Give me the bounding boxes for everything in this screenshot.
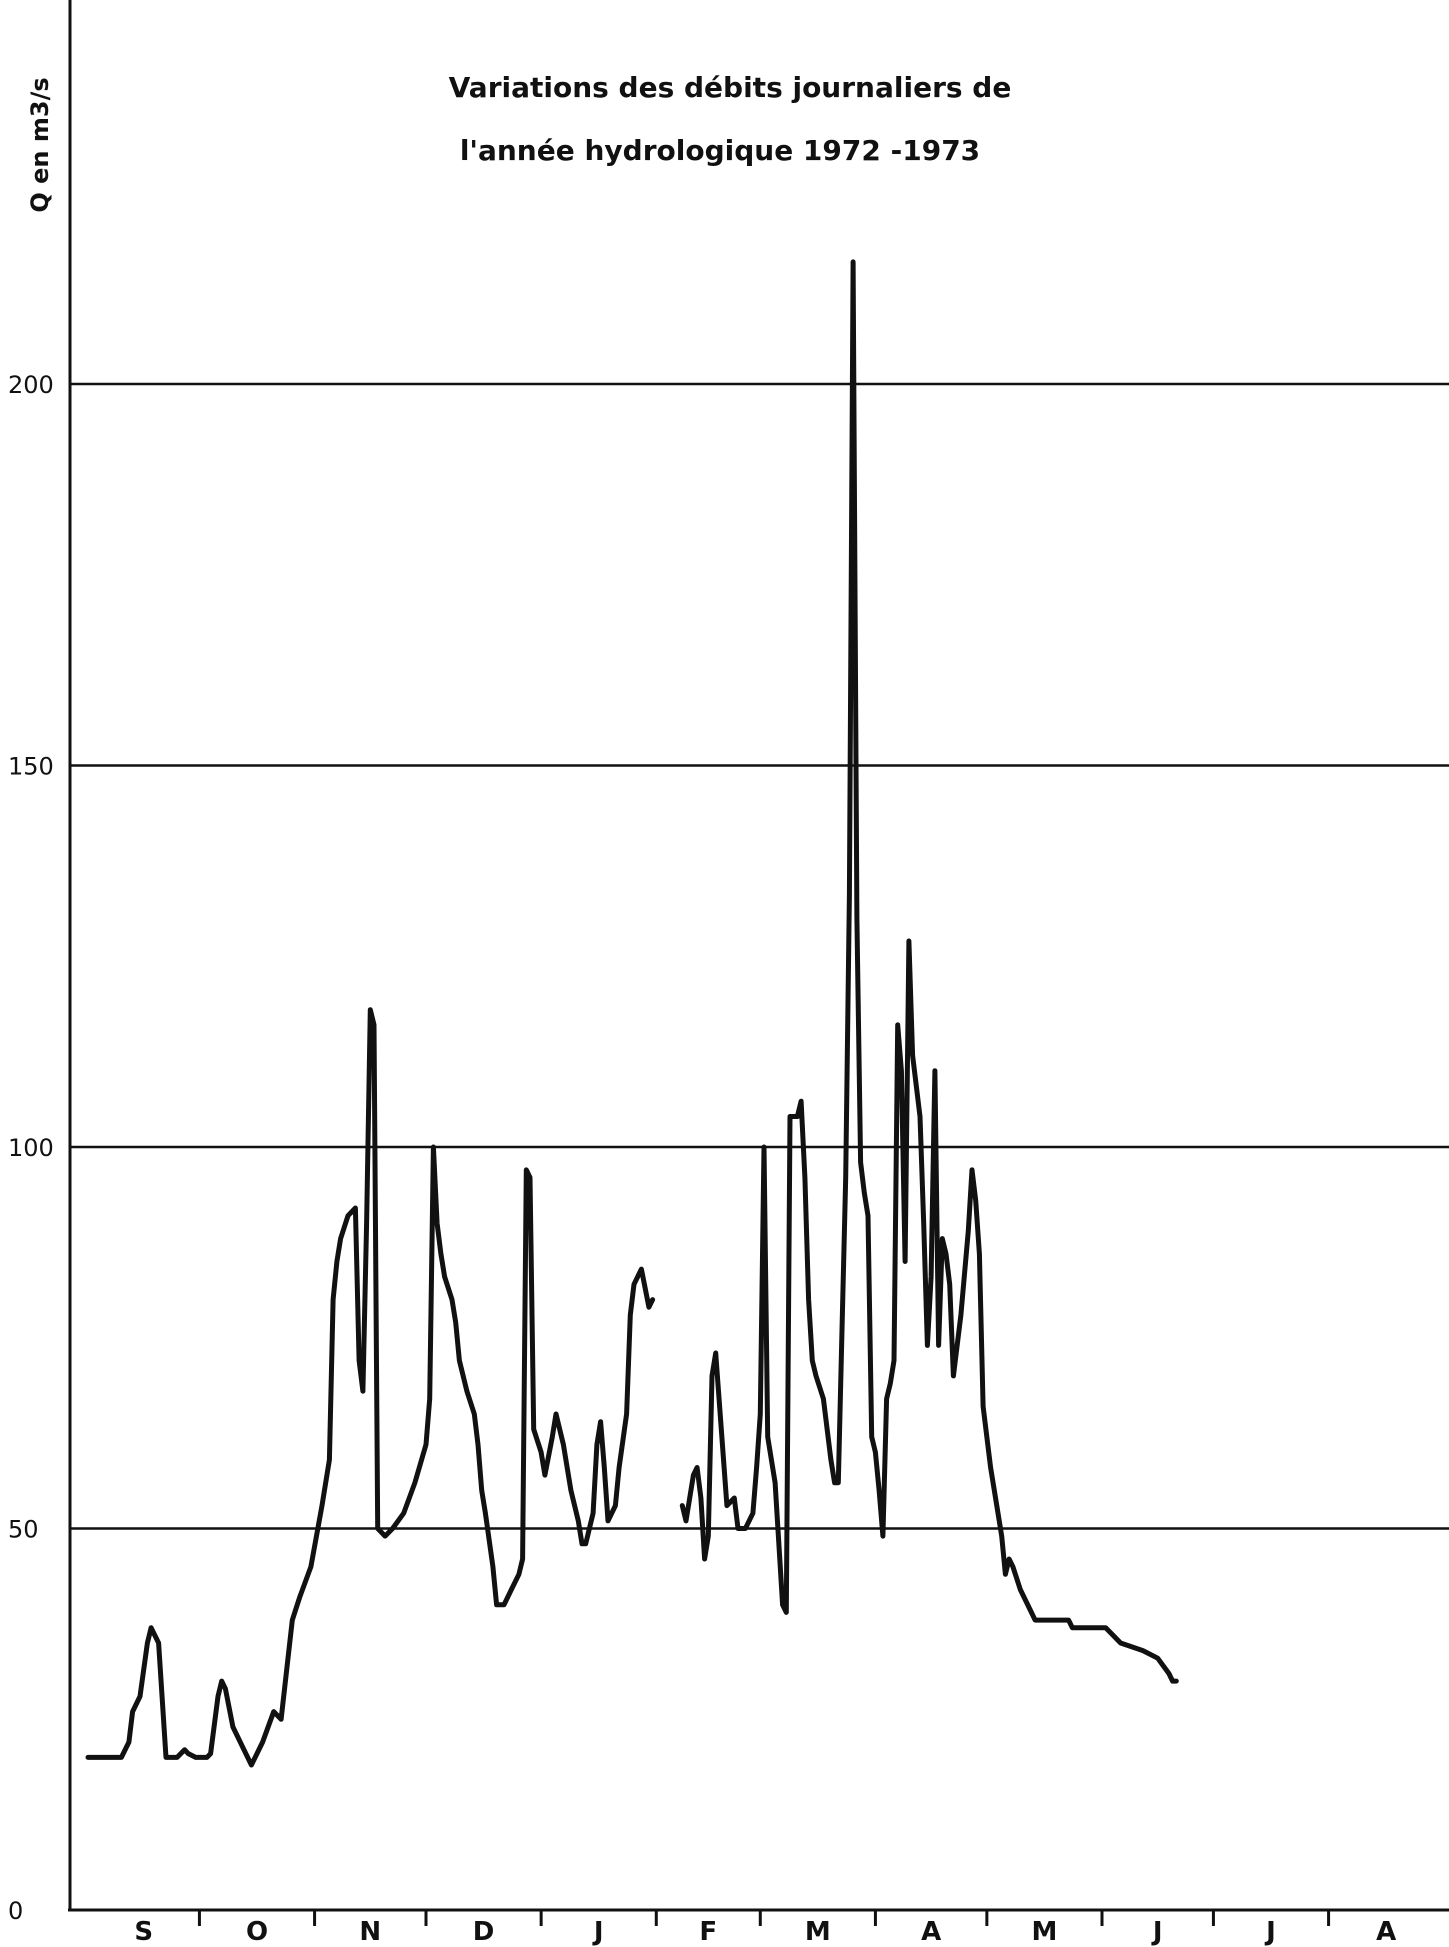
chart-title-line2: l'année hydrologique 1972 -1973: [460, 134, 980, 167]
month-label: J: [1264, 1917, 1276, 1947]
y-axis-label: Q en m3/s: [26, 77, 54, 212]
month-label: J: [1151, 1917, 1163, 1947]
month-label: M: [805, 1917, 831, 1947]
month-label: A: [1376, 1917, 1396, 1947]
chart-title-line1: Variations des débits journaliers de: [449, 71, 1012, 104]
series-line-segment-2: [679, 259, 1179, 1684]
series-line-segment-1: [85, 1007, 656, 1768]
y-tick-label: 100: [8, 1134, 54, 1162]
y-tick-label: 150: [8, 753, 54, 781]
month-label: N: [359, 1917, 381, 1947]
month-label: A: [921, 1917, 941, 1947]
month-label: D: [473, 1917, 495, 1947]
y-tick-label: 200: [8, 371, 54, 399]
month-label: S: [134, 1917, 153, 1947]
month-label: F: [699, 1917, 717, 1947]
month-label: J: [592, 1917, 604, 1947]
y-tick-label: 0: [8, 1897, 23, 1925]
month-label: O: [246, 1917, 268, 1947]
series-layer: [85, 259, 1179, 1768]
y-tick-labels: 0 50 100 150 200: [8, 371, 54, 1925]
y-tick-label: 50: [8, 1516, 39, 1544]
month-label: M: [1031, 1917, 1057, 1947]
grid-lines: [70, 382, 1449, 1530]
